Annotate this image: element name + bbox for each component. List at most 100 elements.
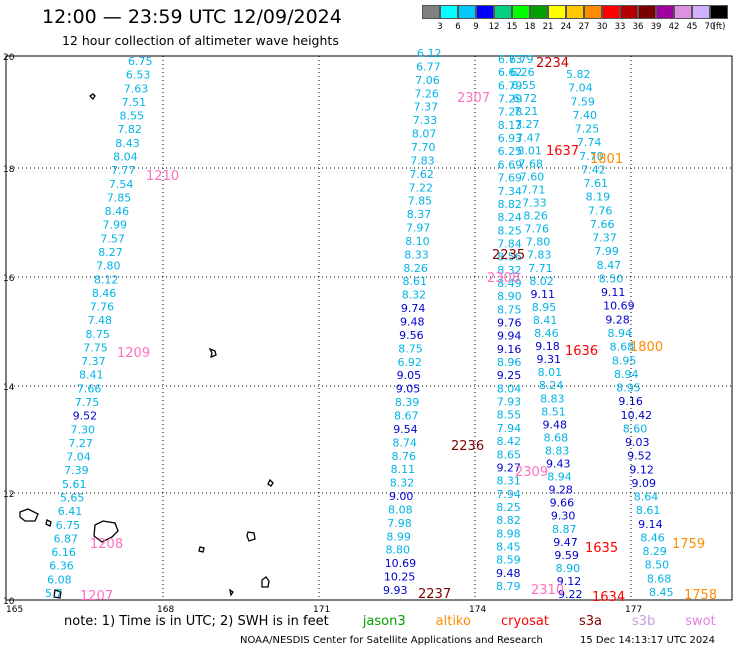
swh-value: 6.75 (56, 519, 80, 532)
swh-value: 6.79 (509, 53, 534, 66)
scale-label: 27 (578, 22, 590, 32)
swh-value: 6.72 (513, 92, 538, 105)
swh-value: 8.95 (616, 382, 641, 395)
scale-label: 30 (596, 22, 608, 32)
pass-time-label: 1637 (546, 144, 579, 159)
scale-label: 9 (473, 22, 479, 32)
swh-value: 6.69 (498, 158, 522, 171)
swh-value: 7.99 (594, 245, 619, 258)
swh-value: 9.31 (536, 353, 561, 366)
swh-value: 9.00 (389, 490, 414, 503)
scale-swatch (440, 5, 458, 19)
pass-time-label: 1636 (565, 344, 598, 359)
swh-value: 8.29 (642, 545, 667, 558)
swh-value: 7.61 (583, 177, 608, 190)
swh-value: 7.51 (122, 96, 147, 109)
satellite-altiko: altiko (435, 614, 471, 629)
swh-value: 8.95 (532, 301, 557, 314)
swh-value: 9.94 (497, 330, 522, 343)
note-text: note: 1) Time is in UTC; 2) SWH is in fe… (64, 614, 329, 629)
lon-label: 177 (625, 605, 642, 615)
lat-label: 18 (3, 165, 15, 175)
swh-value: 6.12 (417, 47, 442, 60)
swh-value: 7.27 (68, 437, 93, 450)
swh-value: 6.08 (47, 573, 72, 586)
swh-value: 9.43 (546, 458, 571, 471)
swh-value: 7.94 (496, 488, 520, 501)
scale-label: 24 (560, 22, 572, 32)
island-outline (229, 588, 234, 597)
island-outline (198, 546, 205, 553)
scale-label: 12 (488, 22, 500, 32)
swh-value: 8.50 (645, 559, 670, 572)
swh-value: 7.25 (575, 123, 600, 136)
scale-swatch (710, 5, 728, 19)
swh-value: 8.43 (115, 137, 140, 150)
swh-value: 8.07 (412, 128, 437, 141)
swh-value: 9.16 (497, 343, 522, 356)
swh-value: 7.80 (526, 236, 551, 249)
pass-time-label: 1208 (90, 537, 123, 552)
swh-value: 9.52 (627, 450, 652, 463)
swh-value: 7.57 (100, 232, 125, 245)
swh-value: 8.41 (79, 369, 104, 382)
swh-value: 9.18 (535, 340, 560, 353)
scale-label: 21 (542, 22, 554, 32)
swh-value: 8.55 (497, 409, 522, 422)
swh-value: 8.95 (612, 354, 637, 367)
swh-value: 7.33 (522, 197, 547, 210)
swh-value: 8.50 (599, 272, 624, 285)
island-outline (261, 576, 270, 588)
swh-value: 10.42 (621, 409, 653, 422)
swh-value: 8.76 (392, 450, 417, 463)
island-outline (246, 531, 256, 542)
scale-swatch (530, 5, 548, 19)
swh-value: 8.25 (496, 501, 521, 514)
swh-value: 7.74 (577, 136, 602, 149)
island-outline (267, 478, 274, 487)
lon-label: 168 (157, 605, 174, 615)
scale-swatch (476, 5, 494, 19)
pass-time-label: 1635 (585, 541, 618, 556)
scale-swatch (656, 5, 674, 19)
island-outline (208, 347, 217, 359)
island-outline (53, 589, 62, 599)
scale-label: 3 (437, 22, 443, 32)
swh-value: 7.27 (515, 118, 540, 131)
satellite-cryosat: cryosat (500, 614, 549, 629)
pass-time-label: 2237 (418, 587, 451, 602)
swh-value: 8.68 (544, 431, 569, 444)
swh-value: 7.28 (498, 106, 523, 119)
pass-time-label: 2310 (531, 583, 564, 598)
lat-label: 10 (3, 597, 15, 607)
swh-value: 8.45 (496, 540, 521, 553)
swh-value: 8.61 (403, 275, 428, 288)
swh-value: 9.74 (401, 302, 426, 315)
swh-value: 8.39 (395, 396, 420, 409)
swh-value: 8.42 (497, 435, 522, 448)
swh-value: 7.47 (516, 131, 541, 144)
pass-time-labels: 1210 1209 1208 1207 2234 2307 1637 1801 2235 2308… (80, 56, 717, 605)
swh-value: 7.85 (107, 191, 132, 204)
swh-value: 8.32 (402, 289, 427, 302)
swh-value: 9.05 (397, 369, 422, 382)
swh-value: 8.46 (105, 205, 130, 218)
swh-value: 9.59 (554, 549, 579, 562)
swh-value: 9.12 (629, 463, 654, 476)
swh-value: 8.26 (403, 262, 428, 275)
swh-value: 6.41 (58, 505, 82, 518)
swh-value: 9.28 (548, 484, 573, 497)
swh-value: 8.80 (386, 544, 411, 557)
swh-value: 7.54 (109, 178, 134, 191)
scale-label: 70 (704, 22, 716, 32)
swh-value: 7.71 (528, 262, 553, 275)
swh-value: 10.69 (385, 557, 417, 570)
swh-value: 8.11 (391, 463, 416, 476)
pass-time-label: 1758 (684, 588, 717, 603)
lat-label: 14 (3, 383, 15, 393)
swh-value: 9.93 (383, 584, 408, 597)
island-outline (19, 508, 39, 522)
swh-value: 7.22 (409, 181, 434, 194)
